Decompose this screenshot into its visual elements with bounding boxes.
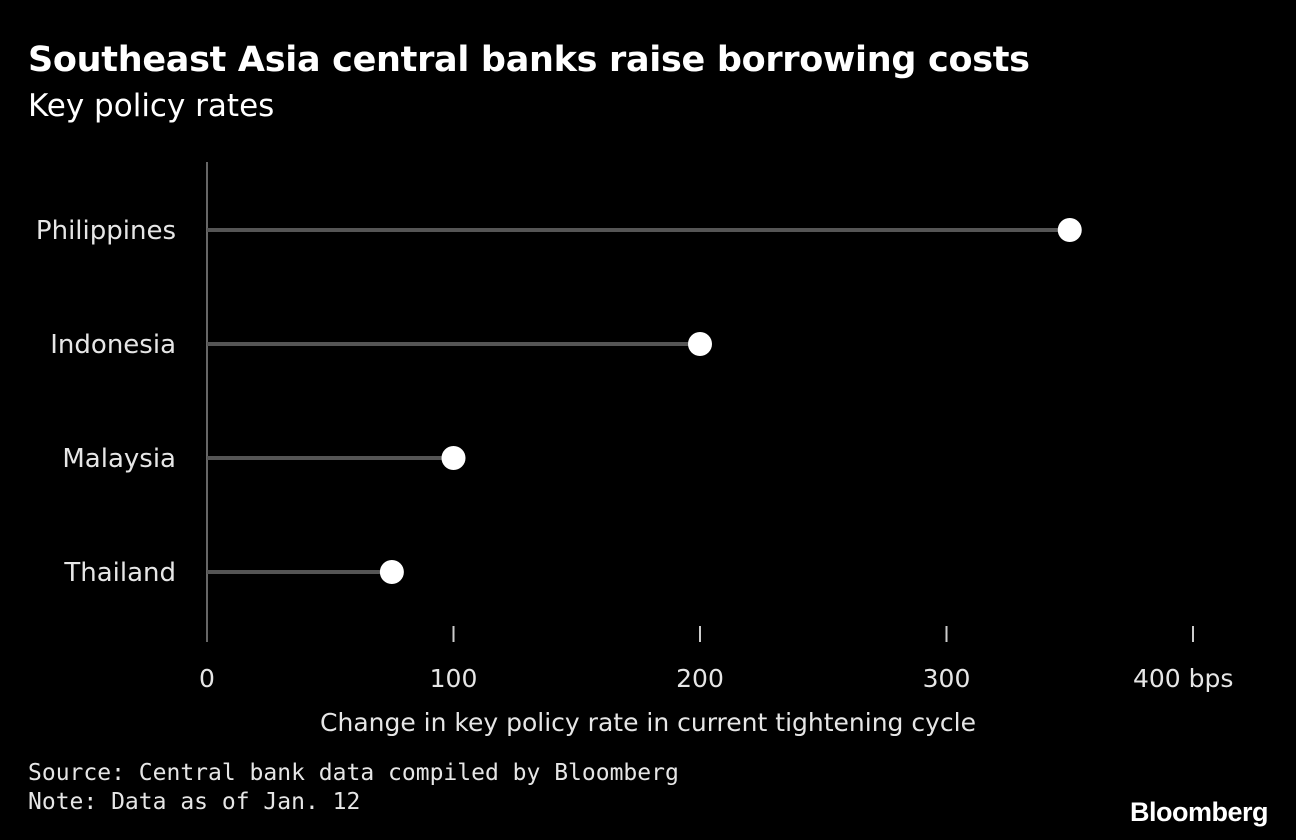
source-note: Source: Central bank data compiled by Bl… [28,760,679,786]
lollipop-chart: 0 100 200 300 400 bps Philippines Indonesia Mal… [36,162,1233,693]
chart-title: Southeast Asia central banks raise borro… [28,40,1030,80]
lollipop-point [688,332,712,356]
x-tick-label: 100 [430,664,478,693]
chart-subtitle: Key policy rates [28,88,275,124]
lollipop-point [1057,218,1082,242]
category-label: Philippines [36,216,176,246]
lollipop-point [441,446,466,470]
x-tick-label: 200 [676,664,724,693]
x-axis-title-text: Change in key policy rate in current tig… [320,708,976,737]
data-note: Note: Data as of Jan. 12 [28,789,361,815]
x-tick-label: 0 [199,664,215,693]
x-axis-title: Change in key policy rate in current tig… [0,708,1296,737]
category-label: Malaysia [62,444,176,474]
lollipop-point [379,560,404,584]
category-label: Indonesia [50,330,176,360]
bloomberg-logo: Bloomberg [1129,797,1269,827]
x-tick-label: 300 [923,664,971,693]
category-label: Thailand [63,558,176,588]
x-tick-label: 400 bps [1133,664,1233,693]
